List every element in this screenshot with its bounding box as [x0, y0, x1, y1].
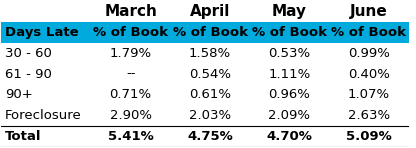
Text: 2.09%: 2.09%	[268, 109, 310, 122]
Text: 2.90%: 2.90%	[110, 109, 152, 122]
Text: 0.53%: 0.53%	[268, 47, 310, 60]
Text: 5.41%: 5.41%	[108, 130, 154, 143]
Text: % of Book: % of Book	[252, 26, 327, 39]
Text: 4.70%: 4.70%	[267, 130, 312, 143]
Text: % of Book: % of Book	[173, 26, 248, 39]
Text: March: March	[104, 4, 157, 19]
Text: Foreclosure: Foreclosure	[5, 109, 82, 122]
Text: % of Book: % of Book	[332, 26, 406, 39]
Text: --: --	[126, 67, 136, 81]
Text: % of Book: % of Book	[93, 26, 168, 39]
Text: 1.79%: 1.79%	[109, 47, 152, 60]
Text: 0.40%: 0.40%	[348, 67, 390, 81]
Text: 90+: 90+	[5, 88, 32, 101]
Text: 1.07%: 1.07%	[348, 88, 390, 101]
Text: April: April	[190, 4, 230, 19]
Text: 61 - 90: 61 - 90	[5, 67, 52, 81]
Text: 2.63%: 2.63%	[348, 109, 390, 122]
Text: 0.96%: 0.96%	[268, 88, 310, 101]
Text: June: June	[350, 4, 388, 19]
Text: 0.54%: 0.54%	[189, 67, 231, 81]
Text: May: May	[272, 4, 307, 19]
FancyBboxPatch shape	[1, 22, 409, 43]
Text: 5.09%: 5.09%	[346, 130, 392, 143]
Text: 0.61%: 0.61%	[189, 88, 231, 101]
Text: 0.99%: 0.99%	[348, 47, 390, 60]
Text: 1.58%: 1.58%	[189, 47, 231, 60]
Text: 2.03%: 2.03%	[189, 109, 231, 122]
Text: 1.11%: 1.11%	[268, 67, 311, 81]
Text: 4.75%: 4.75%	[187, 130, 233, 143]
Text: 0.71%: 0.71%	[109, 88, 152, 101]
Text: Total: Total	[5, 130, 41, 143]
Text: 30 - 60: 30 - 60	[5, 47, 52, 60]
Text: Days Late: Days Late	[5, 26, 78, 39]
